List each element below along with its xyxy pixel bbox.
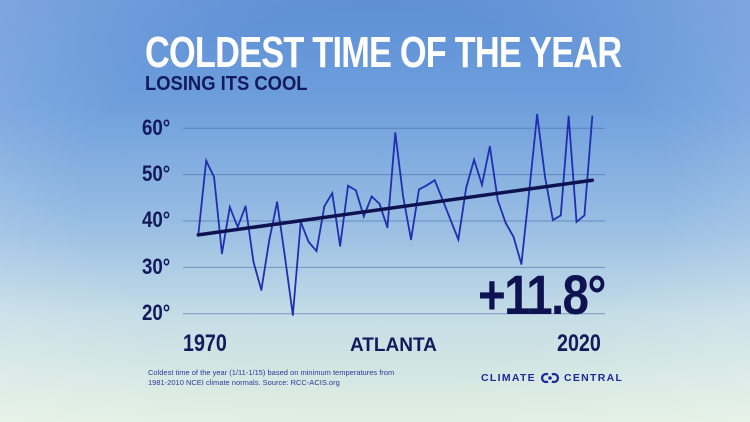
- change-annotation: +11.8°: [478, 263, 606, 326]
- data-point: [426, 184, 428, 187]
- data-point: [512, 235, 515, 238]
- data-point: [339, 245, 341, 247]
- data-point: [504, 222, 507, 224]
- data-point: [252, 260, 255, 263]
- data-point: [268, 239, 271, 242]
- data-point: [465, 186, 468, 189]
- data-point: [221, 252, 223, 255]
- y-tick-label: 20°: [142, 300, 171, 325]
- data-point: [284, 256, 286, 258]
- data-point: [489, 145, 491, 148]
- data-point: [410, 238, 412, 241]
- data-point: [244, 205, 247, 207]
- data-point: [378, 203, 381, 205]
- logo-mark-icon: [540, 372, 559, 384]
- data-point: [418, 188, 420, 191]
- data-point: [536, 113, 538, 116]
- data-point: [205, 159, 207, 162]
- data-point: [355, 189, 357, 192]
- data-point: [362, 215, 365, 218]
- data-point: [276, 201, 278, 203]
- location-label: ATLANTA: [350, 335, 437, 356]
- y-tick-label: 30°: [142, 254, 171, 279]
- data-point: [591, 115, 594, 118]
- data-point: [402, 196, 404, 198]
- data-point: [559, 214, 562, 217]
- data-point: [473, 159, 475, 161]
- y-tick-label: 60°: [142, 115, 171, 140]
- data-point: [370, 195, 373, 198]
- data-point: [236, 226, 239, 228]
- data-point: [449, 218, 452, 221]
- data-point: [481, 184, 483, 186]
- chart-title: COLDEST TIME OF THE YEAR: [145, 28, 622, 77]
- y-tick-label: 50°: [142, 161, 171, 186]
- x-tick-label: 1970: [183, 330, 227, 357]
- data-point: [457, 238, 460, 241]
- trend-line: [196, 178, 595, 237]
- data-point: [307, 241, 310, 243]
- chart-subtitle: LOSING ITS COOL: [145, 73, 308, 95]
- y-tick-label: 40°: [142, 207, 171, 232]
- data-point: [260, 289, 263, 291]
- logo-text-left: CLIMATE: [481, 372, 536, 384]
- climate-central-logo: CLIMATE CENTRAL: [481, 372, 623, 384]
- data-point: [292, 314, 294, 316]
- data-point: [583, 214, 586, 217]
- footnote: Coldest time of the year (1/11-1/15) bas…: [148, 368, 395, 387]
- data-point: [229, 206, 231, 208]
- data-point: [394, 132, 397, 134]
- data-point: [323, 205, 326, 207]
- data-point: [575, 221, 578, 223]
- logo-text-right: CENTRAL: [563, 372, 624, 384]
- x-tick-label: 2020: [557, 330, 601, 357]
- data-point: [331, 192, 334, 194]
- data-point: [552, 219, 554, 221]
- data-point: [347, 184, 349, 187]
- data-point: [567, 115, 570, 118]
- data-point: [496, 199, 499, 201]
- data-point: [315, 250, 318, 252]
- data-point: [386, 226, 389, 229]
- data-point: [520, 263, 523, 265]
- data-point: [213, 176, 215, 178]
- data-point: [433, 179, 436, 182]
- data-point: [544, 176, 546, 178]
